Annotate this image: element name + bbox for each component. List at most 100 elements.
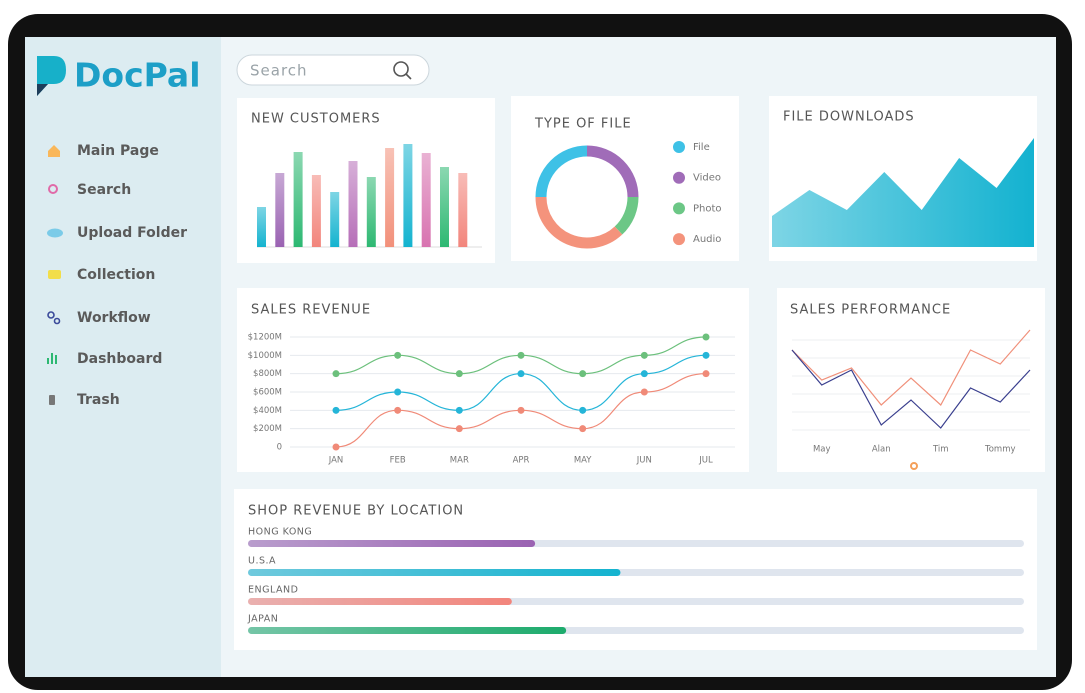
- point: [394, 351, 402, 359]
- point: [579, 425, 587, 433]
- legend-label: Video: [693, 173, 721, 184]
- point: [394, 406, 402, 414]
- bar: [275, 173, 285, 247]
- nav-item[interactable]: Upload Folder: [77, 225, 187, 241]
- x-tick-label: MAR: [450, 456, 469, 466]
- point: [579, 406, 587, 414]
- bar-label: JAPAN: [247, 614, 278, 625]
- point: [517, 370, 525, 378]
- point: [702, 370, 710, 378]
- bar: [311, 175, 321, 247]
- nav-item[interactable]: Collection: [77, 267, 155, 283]
- point: [332, 370, 340, 378]
- point: [332, 406, 340, 414]
- legend-swatch: [673, 233, 685, 246]
- card: [237, 288, 749, 472]
- point: [640, 388, 648, 396]
- nav-item[interactable]: Dashboard: [77, 351, 162, 367]
- chart-title: FILE DOWNLOADS: [783, 110, 915, 125]
- bar: [348, 161, 358, 247]
- y-tick-label: $200M: [253, 424, 282, 434]
- nav-item[interactable]: Main Page: [77, 143, 159, 159]
- logo-icon-fold: [37, 84, 48, 96]
- bar: [293, 152, 303, 247]
- x-tick-label: JAN: [328, 456, 344, 466]
- donut-segment: [535, 196, 623, 249]
- bar: [458, 173, 468, 247]
- search-icon[interactable]: [393, 61, 409, 77]
- point: [455, 370, 463, 378]
- nav-item[interactable]: Workflow: [77, 310, 151, 326]
- chart-title: NEW CUSTOMERS: [251, 112, 381, 127]
- donut-segment: [586, 145, 639, 198]
- point: [702, 351, 710, 359]
- line: [791, 349, 1031, 429]
- bar: [257, 207, 266, 247]
- bar: [330, 192, 340, 247]
- x-tick-label: Tommy: [984, 445, 1016, 455]
- bar: [248, 569, 621, 576]
- nav-icon-trash: [49, 395, 55, 405]
- nav-icon-folder: [48, 270, 61, 279]
- brand: DocPal: [74, 56, 201, 95]
- search-box[interactable]: [236, 54, 430, 86]
- point: [394, 388, 402, 396]
- bar: [421, 153, 431, 247]
- y-tick-label: $1200M: [248, 333, 282, 343]
- bar-label: ENGLAND: [248, 585, 298, 596]
- x-tick-label: JUL: [698, 456, 713, 466]
- search-placeholder: Search: [250, 62, 308, 80]
- donut-segment: [614, 196, 639, 235]
- nav-item[interactable]: Search: [77, 182, 131, 198]
- bar: [248, 627, 567, 634]
- pager-dot[interactable]: [910, 462, 918, 470]
- y-tick-label: $600M: [253, 388, 282, 398]
- bar: [403, 144, 413, 247]
- legend-label: Audio: [693, 234, 721, 245]
- point: [640, 370, 648, 378]
- point: [579, 370, 587, 378]
- x-tick-label: MAY: [574, 456, 592, 466]
- bar: [366, 177, 376, 247]
- point: [517, 351, 525, 359]
- nav-item[interactable]: Trash: [77, 392, 120, 408]
- nav-icon-cloud: [47, 228, 63, 238]
- x-tick-label: FEB: [390, 456, 406, 466]
- legend-swatch: [673, 141, 685, 153]
- point: [332, 443, 340, 451]
- donut-segment: [535, 145, 588, 198]
- legend-label: File: [693, 142, 710, 153]
- bar: [440, 167, 449, 247]
- area: [772, 138, 1034, 247]
- x-tick-label: May: [813, 445, 831, 455]
- x-tick-label: JUN: [636, 456, 652, 466]
- nav-icon-search: [48, 184, 58, 194]
- x-tick-label: Alan: [872, 445, 891, 455]
- point: [455, 406, 463, 414]
- point: [455, 425, 463, 433]
- bar-label: HONG KONG: [248, 527, 312, 538]
- bar: [248, 540, 536, 547]
- y-tick-label: 0: [277, 443, 282, 453]
- legend-label: Photo: [693, 203, 722, 214]
- bar: [385, 148, 395, 247]
- legend-swatch: [673, 202, 685, 215]
- legend-swatch: [673, 171, 685, 184]
- point: [702, 333, 710, 341]
- y-tick-label: $1000M: [248, 351, 282, 361]
- bar-label: U.S.A: [248, 556, 276, 567]
- nav-icon-chart: [47, 353, 57, 364]
- x-tick-label: Tim: [932, 445, 949, 455]
- search-icon-handle: [405, 73, 412, 80]
- line: [791, 329, 1031, 406]
- chart-title: SHOP REVENUE BY LOCATION: [248, 504, 464, 519]
- chart-title: SALES PERFORMANCE: [790, 303, 951, 318]
- chart-title: SALES REVENUE: [251, 303, 371, 318]
- nav-icon-gear: [47, 311, 55, 319]
- y-tick-label: $400M: [253, 406, 282, 416]
- y-tick-label: $800M: [253, 369, 282, 379]
- point: [640, 351, 648, 359]
- sidebar: [25, 37, 221, 677]
- point: [517, 406, 525, 414]
